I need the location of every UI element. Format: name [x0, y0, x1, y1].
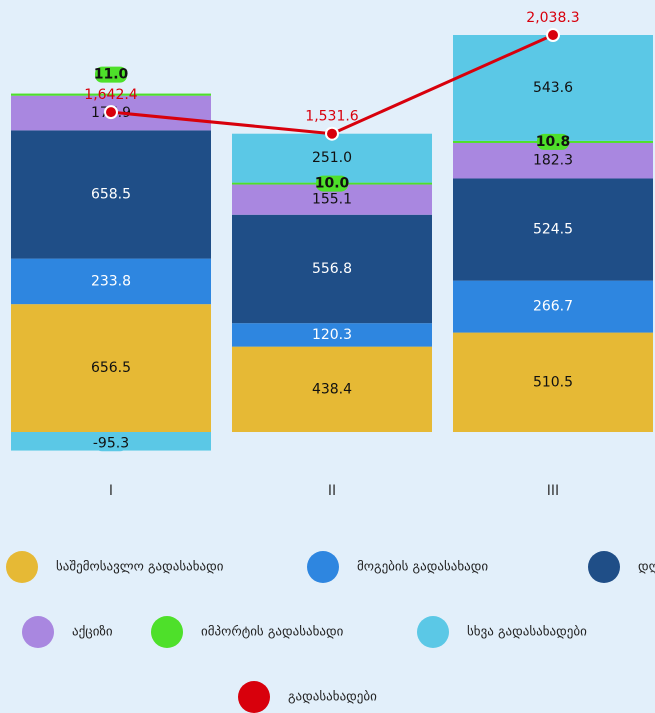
legend-item: საშემოსავლო გადასახადი	[6, 551, 224, 583]
data-label: 266.7	[533, 299, 573, 315]
bar-segment	[453, 280, 653, 333]
bar-segment	[453, 178, 653, 281]
legend-swatch	[22, 616, 54, 648]
bar-segment	[11, 304, 211, 432]
legend-item: დღგ	[588, 551, 655, 583]
line-point	[546, 28, 560, 43]
data-label: 543.6	[533, 80, 573, 96]
legend-label: იმპორტის გადასახადი	[201, 625, 344, 640]
line-label: 1,642.4	[84, 87, 138, 103]
legend-label: საშემოსავლო გადასახადი	[56, 560, 224, 575]
legend-label: მოგების გადასახადი	[357, 560, 488, 575]
data-label: 524.5	[533, 222, 573, 238]
data-label-bg	[537, 133, 569, 150]
bar-segment	[232, 214, 432, 324]
legend-swatch	[588, 551, 620, 583]
legend-label: გადასახადები	[288, 690, 377, 705]
legend-swatch	[307, 551, 339, 583]
legend-item: სხვა გადასახადები	[417, 616, 587, 648]
data-label: 251.0	[312, 150, 352, 166]
bar-segment	[453, 35, 653, 141]
legend-item: აქციზი	[22, 616, 113, 648]
data-label: 658.5	[91, 186, 131, 202]
data-label-bg	[95, 66, 127, 83]
legend-label: აქციზი	[72, 625, 113, 640]
data-label: -95.3	[93, 435, 129, 451]
data-label: 233.8	[91, 273, 131, 289]
data-label: 10.0	[315, 176, 350, 192]
bar-segment	[453, 332, 653, 432]
legend-swatch	[6, 551, 38, 583]
line-point	[104, 105, 118, 120]
data-label: 438.4	[312, 381, 352, 397]
legend-item: მოგების გადასახადი	[307, 551, 488, 583]
bar-segment	[232, 133, 432, 183]
legend-swatch	[238, 681, 270, 713]
x-tick-label: I	[109, 483, 113, 499]
data-label: 556.8	[312, 261, 352, 277]
data-label: 656.5	[91, 360, 131, 376]
data-label: 155.1	[312, 192, 352, 208]
line-label: 2,038.3	[526, 10, 579, 26]
line-point	[325, 126, 339, 141]
line-label: 1,531.6	[305, 109, 359, 125]
data-label: 182.3	[533, 153, 573, 169]
bar-segment	[11, 130, 211, 259]
data-label-bg	[95, 435, 127, 452]
x-tick-label: III	[547, 483, 559, 499]
bar-segment	[11, 258, 211, 305]
legend-item: გადასახადები	[238, 681, 377, 713]
legend-label: დღგ	[638, 560, 655, 575]
bar-segment	[232, 323, 432, 347]
data-label: 10.8	[536, 134, 571, 150]
bar-segment	[232, 346, 432, 432]
bar-segment	[11, 93, 211, 96]
x-tick-label: II	[328, 483, 336, 499]
data-label-bg	[316, 175, 348, 192]
data-label: 120.3	[312, 327, 352, 343]
legend-swatch	[417, 616, 449, 648]
data-label: 11.0	[94, 67, 129, 83]
legend-swatch	[151, 616, 183, 648]
legend-item: იმპორტის გადასახადი	[151, 616, 344, 648]
data-label: 510.5	[533, 374, 573, 390]
legend-label: სხვა გადასახადები	[467, 625, 587, 640]
